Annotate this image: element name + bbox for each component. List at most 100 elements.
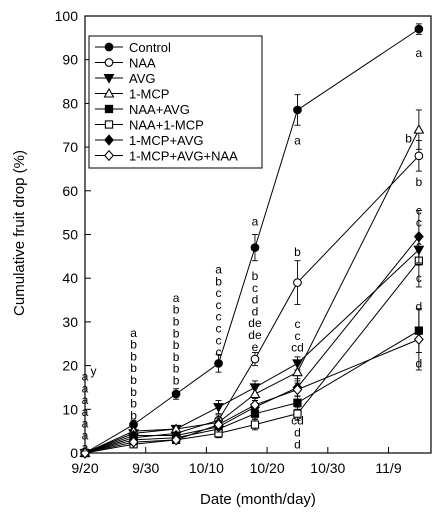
- significance-letter: b: [130, 397, 137, 411]
- data-point: [414, 24, 424, 34]
- significance-letter: b: [173, 314, 180, 328]
- legend-item: NAA: [95, 56, 156, 71]
- significance-letter: cd: [291, 341, 304, 355]
- significance-letter: d: [252, 293, 259, 307]
- significance-letter: a: [173, 291, 180, 305]
- y-tick-label: 30: [62, 314, 78, 330]
- data-point: [293, 398, 302, 407]
- significance-letter: a: [252, 214, 259, 228]
- significance-letter: d: [294, 425, 301, 439]
- legend-item: 1-MCP: [95, 87, 169, 102]
- significance-letter: b: [294, 245, 301, 259]
- y-tick-label: 50: [62, 227, 78, 243]
- data-point: [249, 388, 261, 399]
- significance-letter: a: [416, 46, 423, 60]
- y-axis: 0 10 20 30 40 50 60 70 80 90 100: [55, 8, 91, 461]
- legend-label: NAA+AVG: [129, 102, 190, 117]
- x-tick-label: 11/9: [375, 460, 401, 476]
- significance-letter: d: [294, 437, 301, 451]
- significance-letter: b: [173, 338, 180, 352]
- data-point: [213, 418, 224, 431]
- significance-letter: a: [294, 134, 301, 148]
- significance-letter: c: [216, 298, 222, 312]
- significance-letter: b: [252, 269, 259, 283]
- significance-letter: b: [173, 303, 180, 317]
- data-point: [213, 403, 224, 413]
- data-point: [104, 120, 114, 129]
- significance-letter: b: [173, 350, 180, 364]
- significance-letter: b: [173, 362, 180, 376]
- significance-letter: a: [82, 440, 89, 454]
- y-tick-label: 70: [62, 139, 78, 155]
- data-point: [293, 105, 302, 115]
- significance-letter: a: [82, 429, 89, 443]
- significance-letter: a: [82, 393, 89, 407]
- significance-letter: c: [252, 281, 258, 295]
- data-point: [104, 149, 114, 162]
- series-layer: [79, 23, 425, 459]
- x-tick-label: 9/20: [71, 460, 98, 476]
- legend-label: NAA+1-MCP: [129, 118, 204, 133]
- data-point: [104, 42, 114, 52]
- significance-letter: b: [130, 385, 137, 399]
- data-point: [104, 104, 114, 114]
- significance-letter: y: [90, 364, 96, 378]
- legend-item: Control: [95, 40, 171, 55]
- significance-letter: b: [173, 373, 180, 387]
- data-point: [250, 420, 260, 429]
- legend-item: NAA+1-MCP: [95, 118, 204, 133]
- significance-letter: e: [252, 340, 259, 354]
- data-point: [414, 151, 424, 161]
- y-tick-label: 90: [62, 52, 78, 68]
- data-point: [171, 434, 181, 446]
- x-tick-label: 10/30: [310, 460, 345, 476]
- data-point: [292, 383, 303, 396]
- significance-letter: b: [130, 373, 137, 387]
- x-tick-label: 9/30: [132, 460, 159, 476]
- significance-letter: c: [216, 345, 222, 359]
- significance-letter: c: [416, 238, 422, 252]
- legend: ControlNAAAVG1-MCPNAA+AVGNAA+1-MCP1-MCP+…: [88, 35, 263, 169]
- data-point: [293, 409, 302, 418]
- significance-letter: de: [248, 316, 262, 330]
- significance-letter: c: [416, 215, 422, 229]
- data-point: [413, 231, 424, 243]
- significance-letter: c: [294, 317, 300, 331]
- significance-letter: cd: [291, 414, 304, 428]
- significance-letter: b: [173, 326, 180, 340]
- y-tick-label: 40: [62, 270, 78, 286]
- y-tick-label: 10: [62, 401, 78, 417]
- y-tick-label: 60: [62, 183, 78, 199]
- y-tick-label: 80: [62, 95, 78, 111]
- data-point: [128, 436, 139, 448]
- x-axis: 9/20 9/30 10/10 10/20 10/30 11/9: [71, 447, 402, 476]
- significance-letter: c: [216, 321, 222, 335]
- significance-letter: a: [82, 417, 89, 431]
- significance-letter: c: [216, 310, 222, 324]
- legend-label: AVG: [129, 71, 156, 86]
- significance-letter: d: [252, 304, 259, 318]
- data-point: [293, 278, 302, 287]
- data-point: [250, 354, 260, 364]
- data-point: [80, 447, 90, 459]
- data-point: [413, 333, 424, 346]
- significance-letters: aaaaaaayabbbbbbbabbbbbbbabccccccabcddded…: [82, 46, 423, 454]
- significance-letter: a: [82, 381, 89, 395]
- significance-letter: a: [130, 326, 137, 340]
- series-1-mcp-avg-naa: [80, 308, 424, 459]
- legend-item: 1-MCP+AVG: [95, 133, 204, 148]
- x-axis-title: Date (month/day): [200, 491, 316, 508]
- significance-letter: b: [130, 338, 137, 352]
- significance-letter: b: [405, 131, 412, 145]
- significance-letter: b: [416, 175, 423, 189]
- x-tick-label: 10/10: [189, 460, 224, 476]
- data-point: [292, 366, 303, 377]
- significance-letter: b: [130, 361, 137, 375]
- y-tick-label: 100: [55, 8, 79, 24]
- significance-letter: a: [82, 405, 89, 419]
- significance-letter: b: [130, 349, 137, 363]
- significance-letter: de: [248, 328, 262, 342]
- data-point: [250, 243, 260, 252]
- y-tick-label: 0: [70, 445, 78, 461]
